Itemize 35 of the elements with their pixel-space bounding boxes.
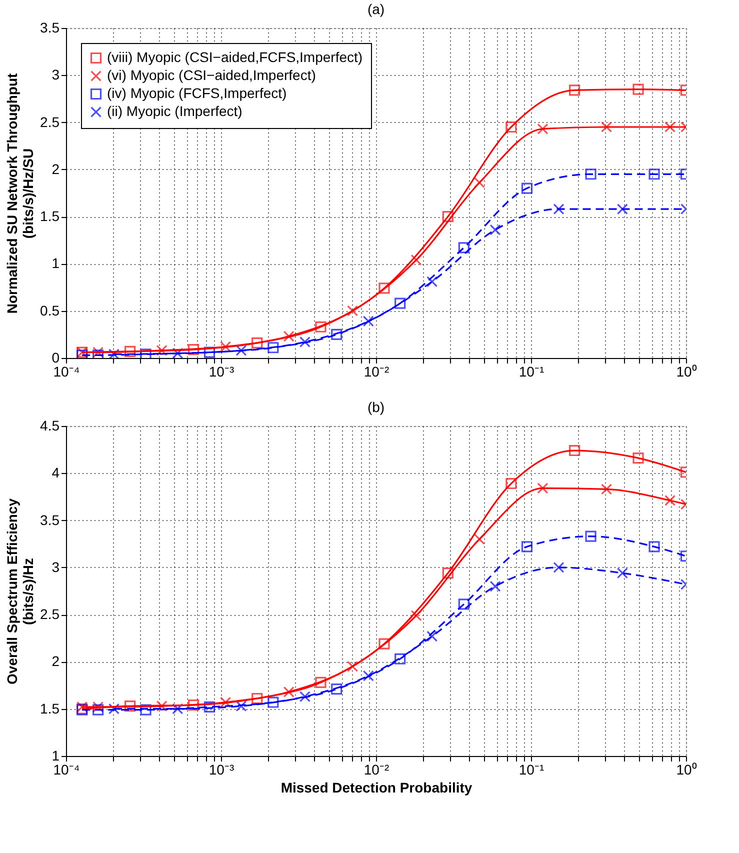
y-tick-label: 1.5: [40, 700, 60, 716]
y-tick-label: 3.5: [40, 512, 60, 528]
y-axis-title: Normalized SU Network Throughput (bits/s)/Hz/SU: [4, 72, 36, 314]
chart-title: (a): [367, 1, 385, 17]
y-tick-label: 2.5: [40, 114, 60, 130]
y-tick-label: 4: [52, 464, 60, 481]
y-tick-label: 1: [52, 748, 60, 764]
y-tick-label: 2: [52, 653, 60, 670]
x-tick-label: 10⁻⁴: [53, 364, 80, 380]
y-tick-label: 4.5: [40, 418, 60, 434]
y-tick-label: 3.5: [40, 20, 60, 36]
x-tick-label: 10⁻³: [208, 364, 234, 380]
legend-label: (iv) Myopic (FCFS,Imperfect): [107, 85, 287, 101]
x-tick-label: 10⁻³: [208, 762, 234, 778]
legend-label: (viii) Myopic (CSI−aided,FCFS,Imperfect): [107, 49, 363, 65]
y-tick-label: 1.5: [40, 208, 60, 224]
y-axis-title: Overall Spectrum Efficiency (bits/s)/Hz: [4, 498, 36, 684]
x-tick-label: 10⁻¹: [518, 762, 544, 778]
y-tick-label: 0: [52, 350, 60, 366]
y-tick-label: 2: [52, 160, 60, 177]
x-tick-label: 10⁰: [676, 364, 697, 380]
x-tick-label: 10⁻¹: [518, 364, 544, 380]
y-tick-label: 3: [52, 558, 60, 575]
y-tick-label: 0.5: [40, 302, 60, 318]
x-tick-label: 10⁻²: [364, 762, 390, 778]
x-tick-label: 10⁻⁴: [53, 762, 80, 778]
legend-label: (vi) Myopic (CSI−aided,Imperfect): [107, 67, 316, 83]
x-axis-title: Missed Detection Probability: [280, 780, 472, 796]
chart-title: (b): [367, 399, 385, 415]
x-tick-label: 10⁰: [676, 762, 697, 778]
x-tick-label: 10⁻²: [364, 364, 390, 380]
y-tick-label: 3: [52, 66, 60, 83]
y-tick-label: 2.5: [40, 606, 60, 622]
y-tick-label: 1: [52, 255, 60, 272]
legend-label: (ii) Myopic (Imperfect): [107, 103, 242, 119]
